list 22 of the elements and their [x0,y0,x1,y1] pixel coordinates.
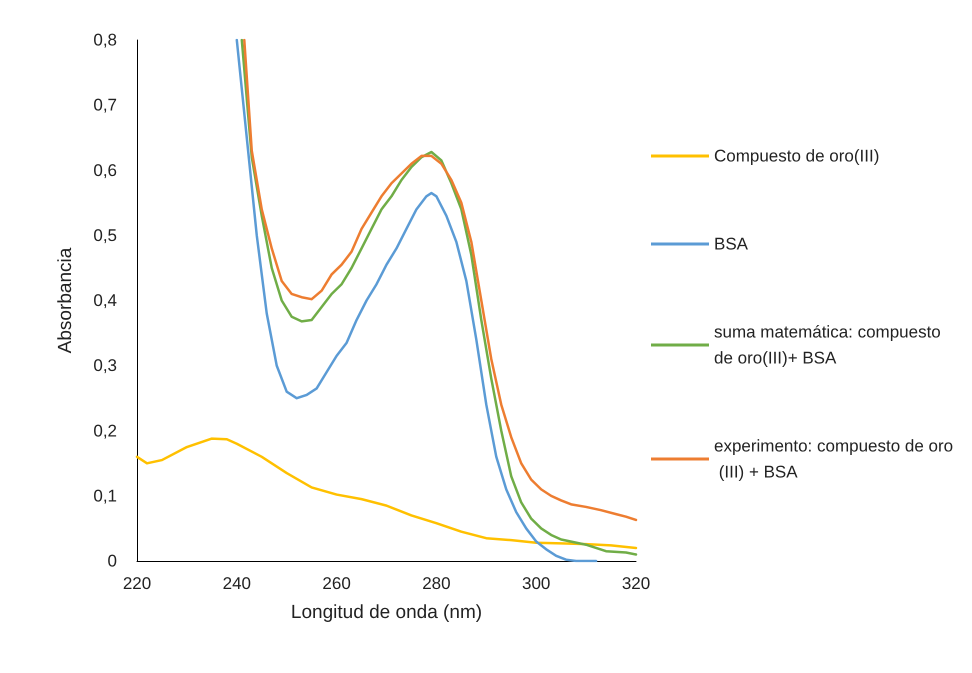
y-axis-title: Absorbancia [55,247,76,354]
y-tick-label: 0,1 [93,486,117,506]
x-tick-label: 300 [522,574,550,593]
y-tick-label: 0,3 [93,356,117,376]
legend-label: Compuesto de oro(III) [714,146,880,166]
y-tick-label: 0,6 [93,160,117,180]
line-series [136,437,638,550]
y-tick-label: 0,8 [93,30,117,50]
x-tick-label: 260 [322,574,351,593]
y-tick-label: 0,4 [93,291,117,310]
legend-label: experimento: compuesto de oro (III) + BSA [714,436,954,482]
legend-label: suma matemática: compuesto de oro(III)+ BSA [714,322,946,368]
x-tick-label: 320 [622,574,650,593]
y-tick-label: 0,2 [93,421,117,440]
y-tick-label: 0,7 [93,96,117,115]
x-tick-label: 280 [422,574,451,593]
x-axis-title: Longitud de onda (nm) [290,602,482,623]
legend-label: BSA [714,234,749,254]
y-tick-label: 0,5 [93,226,117,245]
x-tick-label: 220 [122,574,152,593]
y-tick-label: 0 [108,552,117,570]
x-tick-label: 240 [222,574,251,593]
